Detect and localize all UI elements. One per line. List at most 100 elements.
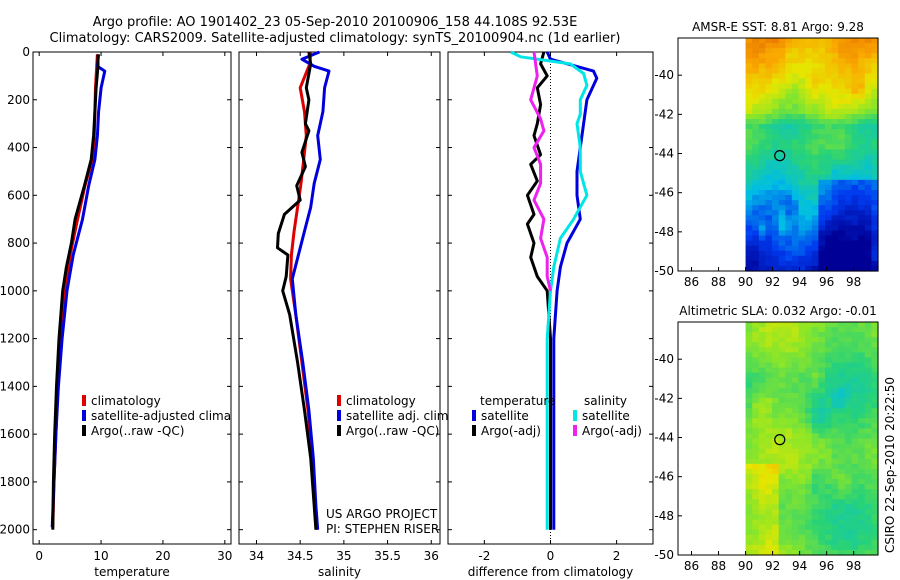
heatmap-cell bbox=[798, 443, 806, 450]
heatmap-cell bbox=[858, 179, 866, 186]
heatmap-cell bbox=[758, 387, 767, 394]
heatmap-cell bbox=[805, 63, 813, 69]
heatmap-cell bbox=[871, 225, 879, 232]
heatmap-cell bbox=[758, 524, 767, 531]
heatmap-cell bbox=[858, 534, 866, 541]
heatmap-cell bbox=[844, 78, 853, 85]
heatmap-cell bbox=[805, 438, 813, 445]
heatmap-cell bbox=[805, 448, 813, 455]
heatmap-cell bbox=[778, 473, 786, 480]
heatmap-cell bbox=[844, 418, 853, 424]
heatmap-cell bbox=[825, 265, 833, 272]
heatmap-cell bbox=[818, 509, 826, 516]
heatmap-cell bbox=[871, 144, 879, 151]
heatmap-cell bbox=[752, 58, 760, 64]
heatmap-cell bbox=[778, 544, 786, 551]
heatmap-cell bbox=[752, 544, 760, 551]
heatmap-cell bbox=[838, 108, 846, 115]
heatmap-cell bbox=[851, 428, 859, 435]
heatmap-cell bbox=[791, 519, 800, 526]
heatmap-cell bbox=[844, 549, 853, 556]
heatmap-cell bbox=[785, 200, 793, 206]
heatmap-cell bbox=[791, 154, 800, 161]
heatmap-cell bbox=[758, 250, 767, 257]
heatmap-cell bbox=[791, 352, 800, 359]
heatmap-cell bbox=[758, 73, 767, 80]
heatmap-cell bbox=[831, 225, 839, 232]
heatmap-cell bbox=[864, 387, 872, 394]
heatmap-cell bbox=[791, 392, 800, 399]
heatmap-cell bbox=[831, 144, 839, 151]
heatmap-cell bbox=[758, 413, 767, 419]
heatmap-cell bbox=[838, 200, 846, 206]
heatmap-cell bbox=[838, 494, 846, 500]
heatmap-cell bbox=[864, 347, 872, 353]
heatmap-cell bbox=[752, 382, 760, 389]
heatmap-cell bbox=[811, 245, 819, 252]
heatmap-cell bbox=[805, 210, 813, 216]
heatmap-cell bbox=[772, 514, 780, 521]
heatmap-cell bbox=[765, 397, 773, 404]
heatmap-cell bbox=[858, 220, 866, 227]
heatmap-cell bbox=[844, 255, 853, 262]
heatmap-cell bbox=[765, 484, 773, 490]
heatmap-cell bbox=[864, 539, 872, 546]
heatmap-cell bbox=[778, 98, 786, 105]
heatmap-cell bbox=[871, 169, 879, 176]
heatmap-cell bbox=[838, 549, 846, 556]
heatmap-cell bbox=[772, 205, 780, 211]
heatmap-cell bbox=[745, 357, 753, 364]
heatmap-cell bbox=[785, 367, 793, 374]
heatmap-cell bbox=[844, 428, 853, 435]
heatmap-cell bbox=[831, 149, 839, 156]
heatmap-cell bbox=[805, 260, 813, 267]
heatmap-cell bbox=[851, 210, 859, 216]
heatmap-cell bbox=[851, 413, 859, 419]
heatmap-cell bbox=[825, 220, 833, 227]
heatmap-cell bbox=[745, 433, 753, 440]
heatmap-cell bbox=[778, 539, 786, 546]
heatmap-cell bbox=[851, 322, 859, 328]
heatmap-cell bbox=[838, 124, 846, 130]
heatmap-cell bbox=[752, 200, 760, 206]
heatmap-cell bbox=[791, 337, 800, 343]
heatmap-cell bbox=[838, 73, 846, 80]
heatmap-cell bbox=[778, 337, 786, 343]
heatmap-cell bbox=[831, 494, 839, 500]
heatmap-cell bbox=[864, 93, 872, 100]
heatmap-cell bbox=[838, 88, 846, 95]
heatmap-cell bbox=[818, 479, 826, 485]
heatmap-cell bbox=[798, 327, 806, 333]
heatmap-cell bbox=[811, 438, 819, 445]
heatmap-cell bbox=[838, 215, 846, 221]
heatmap-cell bbox=[844, 215, 853, 221]
heatmap-cell bbox=[758, 189, 767, 196]
heatmap-cell bbox=[765, 83, 773, 90]
heatmap-cell bbox=[811, 367, 819, 374]
heatmap-cell bbox=[851, 103, 859, 110]
heatmap-cell bbox=[798, 250, 806, 257]
heatmap-cell bbox=[811, 78, 819, 85]
heatmap-cell bbox=[785, 103, 793, 110]
legend-swatch bbox=[337, 395, 341, 406]
heatmap-cell bbox=[811, 408, 819, 414]
heatmap-cell bbox=[844, 144, 853, 151]
heatmap-cell bbox=[785, 418, 793, 424]
heatmap-cell bbox=[778, 549, 786, 556]
heatmap-cell bbox=[844, 458, 853, 465]
heatmap-cell bbox=[844, 139, 853, 145]
heatmap-cell bbox=[778, 225, 786, 232]
heatmap-cell bbox=[758, 103, 767, 110]
heatmap-cell bbox=[791, 413, 800, 419]
heatmap-cell bbox=[818, 382, 826, 389]
heatmap-cell bbox=[831, 255, 839, 262]
heatmap-cell bbox=[758, 539, 767, 546]
y-tick-label: -46 bbox=[654, 186, 674, 200]
heatmap-cell bbox=[752, 53, 760, 59]
heatmap-cell bbox=[752, 139, 760, 145]
heatmap-cell bbox=[772, 53, 780, 59]
salinity-panel: 34 34.5 35 35.5 36salinityclimatologysatelli… bbox=[238, 50, 452, 579]
heatmap-cell bbox=[844, 524, 853, 531]
heatmap-cell bbox=[851, 463, 859, 470]
heatmap-cell bbox=[838, 134, 846, 140]
